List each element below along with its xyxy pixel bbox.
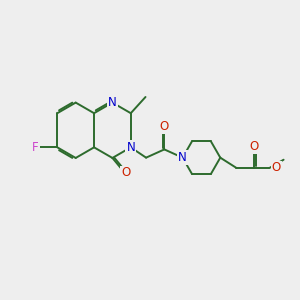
Text: O: O (160, 120, 169, 133)
Text: O: O (272, 161, 281, 175)
Text: O: O (121, 167, 130, 179)
Text: N: N (178, 151, 187, 164)
Text: O: O (249, 140, 258, 153)
Text: N: N (126, 141, 135, 154)
Text: F: F (32, 141, 39, 154)
Text: N: N (108, 96, 117, 109)
